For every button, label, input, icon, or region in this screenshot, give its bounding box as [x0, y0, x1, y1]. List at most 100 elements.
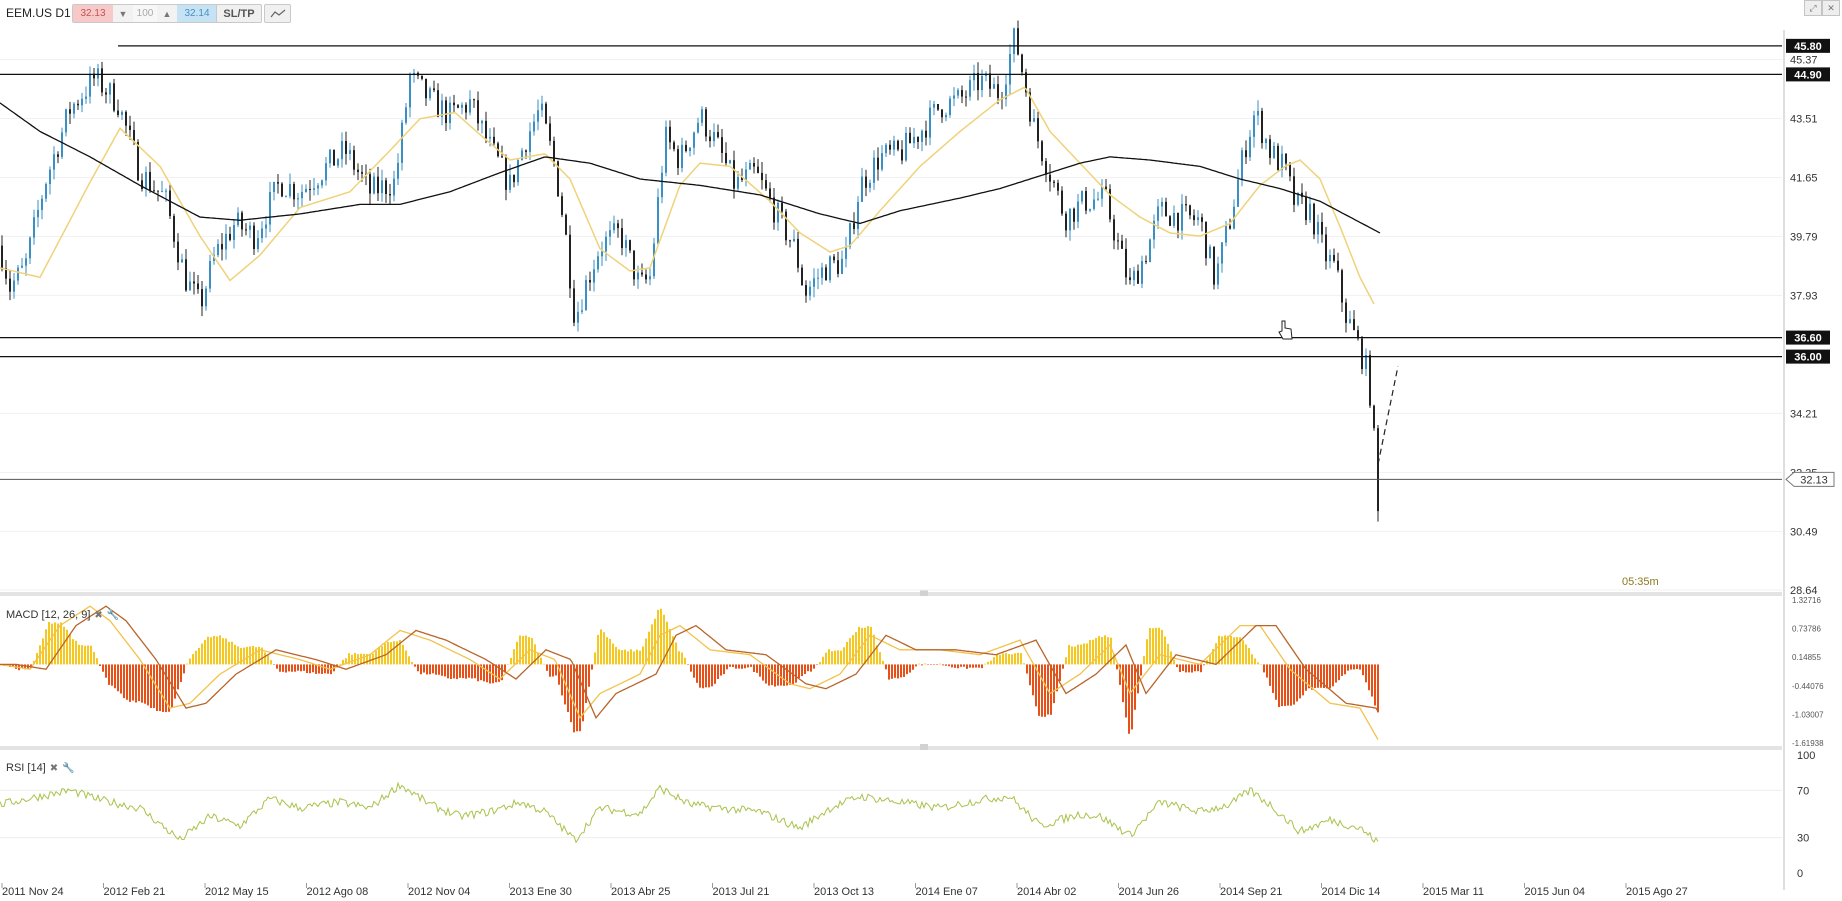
macd-bar — [702, 664, 704, 689]
time-axis-label: 2013 Ene 30 — [510, 886, 572, 898]
candle — [945, 115, 947, 118]
candle — [381, 180, 383, 194]
candle — [841, 258, 843, 274]
candle — [901, 149, 903, 161]
macd-bar — [987, 661, 989, 665]
candle — [813, 278, 815, 287]
candle — [917, 136, 919, 142]
macd-bar — [321, 664, 323, 674]
candle — [1289, 163, 1291, 177]
candle — [1097, 198, 1099, 200]
wrench-icon[interactable]: 🔧 — [62, 763, 75, 774]
macd-bar — [1116, 664, 1118, 670]
macd-bar — [105, 664, 107, 678]
macd-bar — [921, 664, 923, 666]
candle — [941, 109, 943, 118]
candle — [501, 156, 503, 158]
candle — [525, 150, 527, 152]
candle — [965, 96, 967, 98]
macd-tick-label: -1.61938 — [1792, 739, 1824, 748]
candle — [465, 104, 467, 113]
macd-bar — [1212, 649, 1214, 665]
macd-bar — [486, 664, 488, 683]
candle — [349, 150, 351, 154]
candle — [1149, 239, 1151, 263]
buy-button[interactable]: 32.14 — [177, 5, 217, 22]
candle — [1377, 428, 1379, 512]
candle — [149, 171, 151, 191]
sltp-button[interactable]: SL/TP — [216, 4, 262, 23]
candle — [453, 102, 455, 106]
macd-bar — [354, 652, 356, 665]
increase-quantity-icon[interactable]: ▲ — [157, 5, 177, 22]
macd-bar — [477, 664, 479, 682]
quantity-field[interactable]: 100 — [133, 5, 157, 22]
macd-bar — [423, 664, 425, 673]
candle — [117, 110, 119, 115]
macd-bar — [294, 664, 296, 672]
candle — [1029, 92, 1031, 122]
macd-bar — [726, 664, 728, 670]
macd-bar — [513, 649, 515, 665]
candle — [597, 256, 599, 270]
macd-bar — [282, 664, 284, 672]
candle — [385, 180, 387, 194]
chart-type-button[interactable] — [264, 4, 291, 23]
macd-bar — [597, 634, 599, 665]
macd-bar — [1305, 664, 1307, 691]
macd-bar — [1269, 664, 1271, 686]
candle — [549, 123, 551, 141]
candle — [513, 174, 515, 183]
close-icon[interactable]: ✕ — [1822, 0, 1840, 16]
macd-bar — [135, 664, 137, 703]
macd-bar — [1266, 664, 1268, 678]
chart-toolbar: EEM.US D1 32.13 ▼ 100 ▲ 32.14 SL/TP ⤢ ✕ — [0, 0, 1842, 28]
candle — [141, 180, 143, 189]
candle — [1073, 208, 1075, 222]
macd-bar — [888, 664, 890, 680]
candle — [1241, 150, 1243, 180]
macd-bar — [63, 626, 65, 665]
macd-bar — [84, 645, 86, 665]
macd-bar — [975, 664, 977, 668]
candle — [217, 243, 219, 256]
macd-bar — [747, 664, 749, 668]
candle — [361, 172, 363, 174]
remove-indicator-icon[interactable]: ✖ — [49, 763, 59, 774]
macd-bar — [420, 664, 422, 675]
macd-bar — [543, 663, 545, 665]
candle — [1337, 260, 1339, 271]
remove-indicator-icon[interactable]: ✖ — [94, 610, 103, 621]
candle — [41, 198, 43, 210]
macd-bar — [843, 647, 845, 665]
macd-bar — [630, 649, 632, 665]
candle — [681, 144, 683, 168]
candle — [257, 238, 259, 250]
candle — [1045, 161, 1047, 175]
candle — [669, 126, 671, 143]
candle — [285, 196, 287, 198]
candle — [1217, 263, 1219, 285]
macd-bar — [1308, 664, 1310, 689]
wrench-icon[interactable]: 🔧 — [106, 610, 120, 621]
candle — [1237, 179, 1239, 207]
macd-bar — [870, 626, 872, 665]
candle — [761, 172, 763, 181]
macd-bar — [930, 664, 932, 665]
candle — [145, 171, 147, 189]
candle — [65, 109, 67, 133]
macd-bar — [1185, 664, 1187, 673]
decrease-quantity-icon[interactable]: ▼ — [113, 5, 133, 22]
sell-button[interactable]: 32.13 — [73, 5, 113, 22]
macd-bar — [1284, 664, 1286, 706]
macd-bar — [996, 654, 998, 665]
macd-bar — [717, 664, 719, 680]
candle — [661, 172, 663, 198]
macd-bar — [660, 608, 662, 665]
macd-bar — [1002, 653, 1004, 665]
maximize-icon[interactable]: ⤢ — [1804, 0, 1822, 16]
macd-bar — [1008, 654, 1010, 665]
candle — [5, 268, 7, 279]
macd-bar — [972, 664, 974, 668]
